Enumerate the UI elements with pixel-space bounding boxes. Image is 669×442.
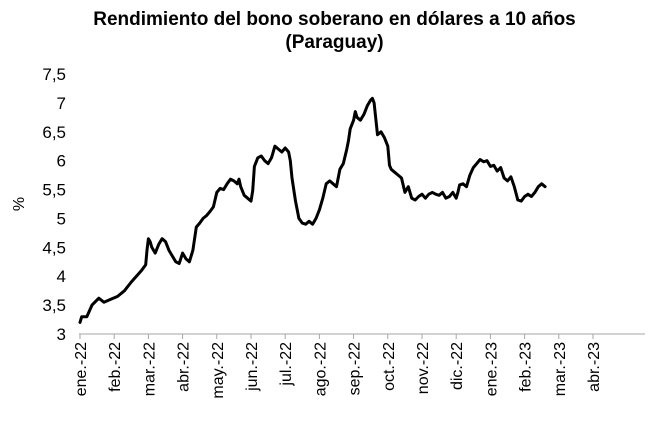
- y-axis-label: %: [11, 197, 28, 211]
- y-axis-ticks: 3 3,5 4 4,5 5 5,5 6 6,5 7 7,5: [42, 65, 66, 344]
- x-tick-label: oct.-22: [381, 342, 398, 391]
- x-tick-label: feb.-23: [518, 342, 535, 392]
- y-tick-label: 7: [57, 94, 66, 113]
- x-tick-label: sep.-22: [347, 342, 364, 395]
- y-tick-label: 7,5: [42, 65, 66, 84]
- y-tick-label: 4,5: [42, 238, 66, 257]
- x-tick-label: ene.-23: [483, 342, 500, 396]
- y-tick-label: 3,5: [42, 296, 66, 315]
- chart-subtitle: (Paraguay): [285, 32, 384, 53]
- x-tick-label: may.-22: [210, 342, 227, 399]
- x-tick-label: ene.-22: [73, 342, 90, 396]
- series-group: [78, 96, 547, 324]
- x-tick-label: jul.-22: [278, 342, 295, 387]
- y-tick-label: 5: [57, 209, 66, 228]
- y-tick-label: 6: [57, 152, 66, 171]
- y-tick-label: 4: [57, 267, 66, 286]
- x-tick-label: ago.-22: [312, 342, 329, 396]
- x-tick-label: mar.-22: [141, 342, 158, 396]
- x-tick-label: abr.-22: [176, 342, 193, 392]
- x-tick-label: feb.-22: [107, 342, 124, 392]
- x-tick-label: jun.-22: [244, 342, 261, 392]
- x-tick-label: nov.-22: [415, 342, 432, 394]
- x-tick-label: abr.-23: [586, 342, 603, 392]
- chart-title: Rendimiento del bono soberano en dólares…: [93, 9, 576, 30]
- x-axis: ene.-22 feb.-22 mar.-22 abr.-22 may.-22 jun.-…: [73, 333, 645, 399]
- series-line: [78, 96, 547, 324]
- y-tick-label: 3: [57, 325, 66, 344]
- x-tick-label: dic.-22: [449, 342, 466, 390]
- x-tick-label: mar.-23: [552, 342, 569, 396]
- y-tick-label: 5,5: [42, 181, 66, 200]
- y-tick-label: 6,5: [42, 123, 66, 142]
